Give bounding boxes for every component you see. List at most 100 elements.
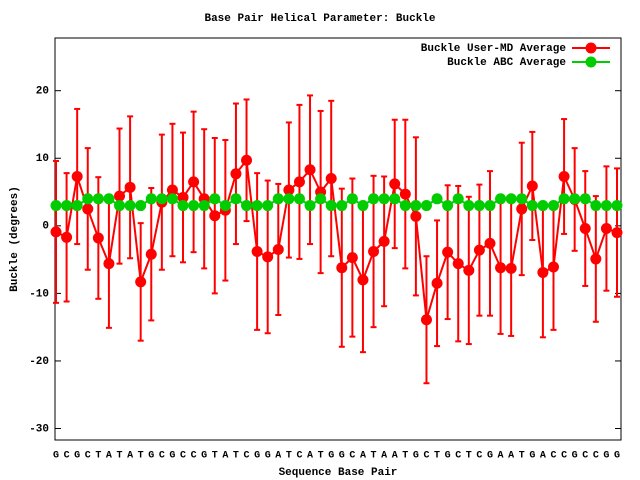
point <box>368 245 380 257</box>
point <box>124 200 136 212</box>
y-tick-label: -20 <box>29 356 49 368</box>
point <box>92 232 104 244</box>
point <box>114 200 126 212</box>
point <box>431 193 443 205</box>
x-tick-label: C <box>582 451 588 462</box>
point <box>315 193 327 205</box>
point <box>82 193 94 205</box>
x-tick-label: A <box>498 451 504 462</box>
point <box>590 253 602 265</box>
point <box>293 176 305 188</box>
point <box>378 193 390 205</box>
point <box>50 226 62 238</box>
legend-label: Buckle User-MD Average <box>421 43 567 55</box>
x-tick-label: T <box>138 451 144 462</box>
point <box>71 200 83 212</box>
point <box>336 262 348 274</box>
point <box>304 200 316 212</box>
x-tick-label: C <box>349 451 355 462</box>
point <box>389 193 401 205</box>
point <box>495 262 507 274</box>
point <box>145 248 157 260</box>
point <box>484 200 496 212</box>
point <box>209 193 221 205</box>
point <box>230 168 242 180</box>
x-tick-label: G <box>148 451 154 462</box>
y-axis-label: Buckle (degrees) <box>9 186 21 292</box>
point <box>569 193 581 205</box>
point <box>272 243 284 255</box>
point <box>304 164 316 176</box>
point <box>166 193 178 205</box>
point <box>209 210 221 222</box>
point <box>346 252 358 264</box>
x-tick-label: C <box>85 451 91 462</box>
point <box>558 193 570 205</box>
x-tick-label: T <box>95 451 101 462</box>
x-tick-label: G <box>74 451 80 462</box>
x-tick-label: A <box>381 451 387 462</box>
point <box>262 200 274 212</box>
point <box>336 200 348 212</box>
y-tick-label: -30 <box>29 423 49 435</box>
point <box>420 314 432 326</box>
x-tick-label: G <box>265 451 271 462</box>
point <box>516 203 528 215</box>
point <box>61 231 73 243</box>
legend-marker <box>585 56 597 68</box>
point <box>230 193 242 205</box>
point <box>114 190 126 202</box>
point <box>251 245 263 257</box>
x-tick-label: A <box>127 451 133 462</box>
y-tick-label: 0 <box>42 221 49 233</box>
point <box>495 193 507 205</box>
point <box>198 200 210 212</box>
x-tick-label: T <box>286 451 292 462</box>
point <box>452 193 464 205</box>
point <box>579 223 591 235</box>
point <box>526 200 538 212</box>
point <box>135 276 147 288</box>
point <box>293 193 305 205</box>
point <box>283 184 295 196</box>
point <box>346 193 358 205</box>
x-tick-label: A <box>508 451 514 462</box>
point <box>547 200 559 212</box>
x-tick-label: G <box>169 451 175 462</box>
point <box>325 200 337 212</box>
x-axis-label: Sequence Base Pair <box>279 467 398 479</box>
point <box>357 274 369 286</box>
point <box>103 258 115 270</box>
x-tick-label: T <box>519 451 525 462</box>
point <box>357 200 369 212</box>
x-tick-label: T <box>371 451 377 462</box>
y-tick-label: -10 <box>29 288 49 300</box>
point <box>156 193 168 205</box>
point <box>71 171 83 183</box>
point <box>188 200 200 212</box>
point <box>145 193 157 205</box>
x-tick-label: A <box>275 451 281 462</box>
point <box>463 264 475 276</box>
point <box>431 277 443 289</box>
x-tick-label: C <box>423 451 429 462</box>
point <box>166 184 178 196</box>
x-tick-label: T <box>402 451 408 462</box>
x-tick-label: G <box>529 451 535 462</box>
point <box>473 200 485 212</box>
x-tick-label: T <box>233 451 239 462</box>
point <box>516 193 528 205</box>
x-tick-label: T <box>212 451 218 462</box>
x-tick-label: C <box>64 451 70 462</box>
x-tick-label: C <box>180 451 186 462</box>
x-tick-label: C <box>455 451 461 462</box>
point <box>410 210 422 222</box>
point <box>442 246 454 258</box>
point <box>368 193 380 205</box>
x-tick-label: C <box>244 451 250 462</box>
point <box>547 261 559 273</box>
x-tick-label: G <box>201 451 207 462</box>
x-tick-label: G <box>572 451 578 462</box>
point <box>452 258 464 270</box>
